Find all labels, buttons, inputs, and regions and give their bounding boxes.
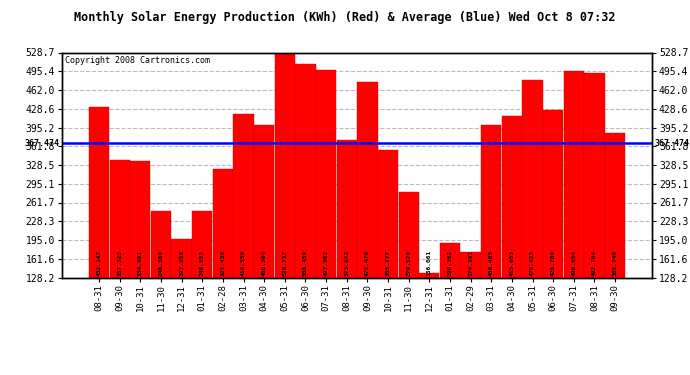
Bar — [151, 211, 171, 350]
Text: 496.654: 496.654 — [571, 250, 576, 276]
Text: Monthly Solar Energy Production (KWh) (Red) & Average (Blue) Wed Oct 8 07:32: Monthly Solar Energy Production (KWh) (R… — [75, 11, 615, 24]
Text: 246.560: 246.560 — [159, 250, 164, 276]
Bar — [192, 211, 213, 350]
Text: 497.902: 497.902 — [324, 250, 328, 276]
Text: 197.058: 197.058 — [179, 250, 184, 276]
Text: Copyright 2008 Cartronics.com: Copyright 2008 Cartronics.com — [65, 56, 210, 65]
Text: 337.312: 337.312 — [117, 250, 122, 276]
Text: 508.459: 508.459 — [303, 250, 308, 276]
Text: 479.923: 479.923 — [530, 250, 535, 276]
Bar — [275, 53, 295, 350]
Text: 528.737: 528.737 — [282, 250, 287, 276]
Text: 419.559: 419.559 — [241, 250, 246, 276]
Text: 426.780: 426.780 — [551, 250, 555, 276]
Text: 355.277: 355.277 — [386, 250, 391, 276]
Bar — [172, 239, 192, 350]
Bar — [564, 70, 584, 350]
Text: 367.474: 367.474 — [655, 139, 690, 148]
Text: 367.474: 367.474 — [24, 139, 59, 148]
Bar — [357, 82, 377, 350]
Text: 279.570: 279.570 — [406, 250, 411, 276]
Text: 334.991: 334.991 — [138, 250, 143, 276]
Bar — [460, 252, 481, 350]
Bar — [89, 107, 109, 350]
Text: 400.304: 400.304 — [262, 250, 266, 276]
Bar — [233, 114, 254, 350]
Bar — [213, 169, 233, 350]
Text: 190.362: 190.362 — [448, 250, 453, 276]
Bar — [254, 124, 275, 350]
Bar — [337, 140, 357, 350]
Bar — [605, 133, 625, 350]
Bar — [420, 273, 440, 350]
Bar — [378, 150, 398, 350]
Text: 415.653: 415.653 — [509, 250, 515, 276]
Bar — [440, 243, 460, 350]
Bar — [584, 73, 604, 350]
Bar — [295, 64, 315, 350]
Bar — [316, 70, 336, 350]
Text: 246.855: 246.855 — [199, 250, 205, 276]
Text: 492.704: 492.704 — [592, 250, 597, 276]
Text: 321.438: 321.438 — [220, 250, 226, 276]
Bar — [130, 161, 150, 350]
Text: 373.672: 373.672 — [344, 250, 349, 276]
Bar — [522, 80, 542, 350]
Text: 174.391: 174.391 — [468, 250, 473, 276]
Bar — [543, 110, 563, 350]
Text: 432.147: 432.147 — [97, 250, 101, 276]
Text: 385.749: 385.749 — [613, 250, 618, 276]
Bar — [481, 124, 502, 350]
Bar — [502, 116, 522, 350]
Text: 136.061: 136.061 — [427, 250, 432, 276]
Text: 400.405: 400.405 — [489, 250, 494, 276]
Text: 475.479: 475.479 — [365, 250, 370, 276]
Bar — [399, 192, 419, 350]
Bar — [110, 160, 130, 350]
